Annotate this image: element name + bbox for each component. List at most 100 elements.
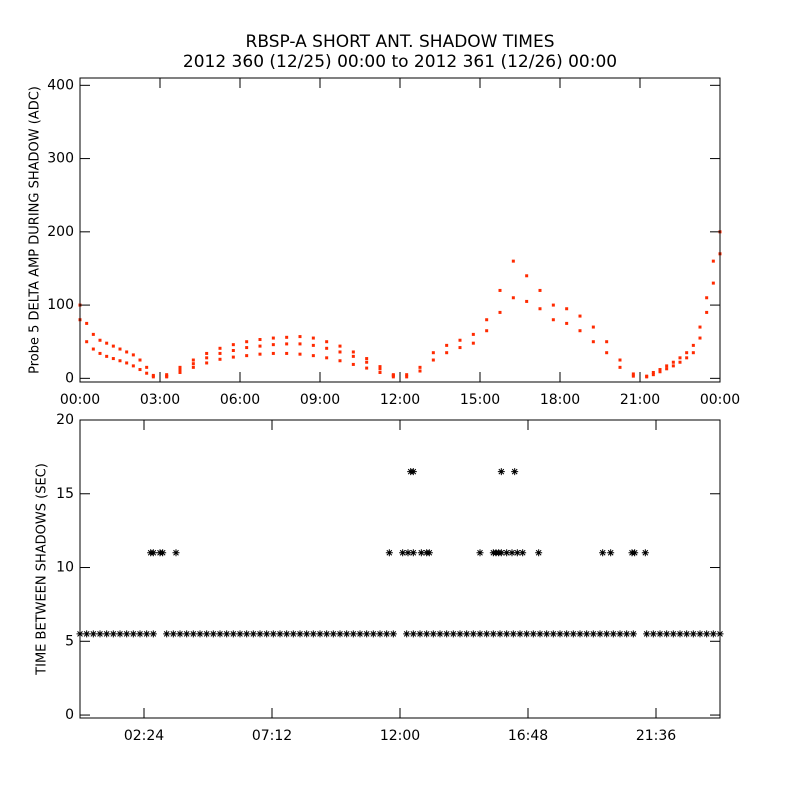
asterisk-point: [159, 549, 167, 557]
asterisk-point: [516, 630, 524, 638]
asterisk-point: [596, 630, 604, 638]
y-tick-label: 0: [65, 370, 74, 386]
asterisk-point: [643, 630, 651, 638]
asterisk-point: [163, 630, 171, 638]
asterisk-point: [176, 630, 184, 638]
dot-point: [325, 340, 329, 344]
dot-point: [218, 357, 222, 361]
asterisk-point: [535, 549, 543, 557]
asterisk-point: [616, 630, 624, 638]
dot-point: [118, 359, 122, 363]
asterisk-point: [356, 630, 364, 638]
dot-point: [285, 335, 289, 339]
asterisk-point: [696, 630, 704, 638]
asterisk-point: [429, 630, 437, 638]
dot-point: [665, 364, 669, 368]
asterisk-point: [589, 630, 597, 638]
asterisk-point: [404, 549, 412, 557]
asterisk-point: [523, 630, 531, 638]
y-tick-label: 15: [56, 486, 74, 502]
dot-point: [111, 357, 115, 361]
dot-point: [471, 341, 475, 345]
asterisk-point: [103, 630, 111, 638]
dot-point: [705, 296, 709, 300]
asterisk-point: [549, 630, 557, 638]
dot-point: [431, 358, 435, 362]
asterisk-point: [169, 630, 177, 638]
asterisk-point: [189, 630, 197, 638]
dot-point: [678, 360, 682, 364]
dot-point: [618, 365, 622, 369]
asterisk-point: [229, 630, 237, 638]
dot-point: [298, 342, 302, 346]
asterisk-point: [497, 549, 505, 557]
dot-point: [85, 340, 89, 344]
dot-point: [631, 374, 635, 378]
dot-point: [691, 351, 695, 355]
asterisk-point: [607, 549, 615, 557]
dot-point: [245, 346, 249, 350]
dot-point: [178, 365, 182, 369]
y-tick-label: 5: [65, 633, 74, 649]
dot-point: [511, 296, 515, 300]
dot-point: [551, 318, 555, 322]
dot-point: [365, 366, 369, 370]
asterisk-point: [383, 630, 391, 638]
dot-point: [338, 359, 342, 363]
y-tick-label: 200: [47, 224, 74, 240]
y-tick-label: 100: [47, 297, 74, 313]
asterisk-point: [663, 630, 671, 638]
x-tick-label: 15:00: [460, 392, 500, 408]
dot-point: [151, 375, 155, 379]
x-tick-label: 21:00: [620, 392, 660, 408]
dot-point: [245, 354, 249, 358]
dot-point: [671, 364, 675, 368]
asterisk-point: [329, 630, 337, 638]
asterisk-point: [503, 549, 511, 557]
dot-point: [138, 358, 142, 362]
dot-point: [365, 357, 369, 361]
asterisk-point: [436, 630, 444, 638]
dot-point: [671, 360, 675, 364]
asterisk-point: [423, 630, 431, 638]
asterisk-point: [489, 630, 497, 638]
dot-point: [91, 347, 95, 351]
dot-point: [145, 371, 149, 375]
dot-point: [678, 356, 682, 360]
dot-point: [231, 349, 235, 353]
dot-point: [325, 356, 329, 360]
asterisk-point: [508, 549, 516, 557]
asterisk-point: [363, 630, 371, 638]
y-tick-label: 0: [65, 707, 74, 723]
dot-point: [418, 365, 422, 369]
dot-point: [458, 338, 462, 342]
y-axis-label: TIME BETWEEN SHADOWS (SEC): [35, 463, 50, 676]
dot-point: [218, 351, 222, 355]
dot-point: [445, 343, 449, 347]
dot-point: [351, 354, 355, 358]
asterisk-point: [223, 630, 231, 638]
asterisk-point: [497, 468, 505, 476]
asterisk-point: [443, 630, 451, 638]
asterisk-point: [296, 630, 304, 638]
dot-point: [218, 346, 222, 350]
dot-point: [498, 288, 502, 292]
dot-point: [131, 353, 135, 357]
asterisk-point: [425, 549, 433, 557]
y-tick-label: 10: [56, 560, 74, 576]
dot-point: [165, 375, 169, 379]
dot-point: [391, 375, 395, 379]
dot-point: [98, 338, 102, 342]
asterisk-point: [496, 630, 504, 638]
asterisk-point: [476, 630, 484, 638]
asterisk-point: [599, 549, 607, 557]
dot-point: [631, 372, 635, 376]
asterisk-point: [83, 630, 91, 638]
x-tick-label: 07:12: [252, 728, 292, 744]
dot-point: [351, 350, 355, 354]
dot-point: [311, 336, 315, 340]
dot-point: [105, 341, 109, 345]
dot-point: [145, 365, 149, 369]
dot-point: [658, 368, 662, 372]
